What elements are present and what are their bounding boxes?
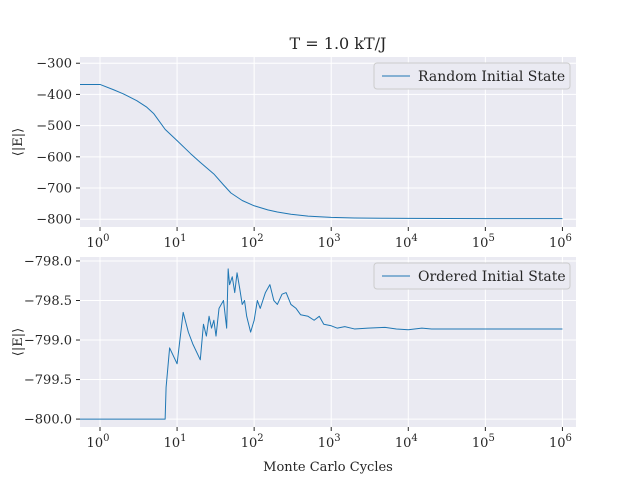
series-line (80, 268, 563, 420)
legend: Random Initial State (373, 62, 571, 90)
legend: Ordered Initial State (373, 262, 571, 290)
y-tick-label: −300 (36, 57, 72, 72)
y-tick-label: −500 (36, 119, 72, 134)
y-tick-label: −798.0 (24, 254, 72, 269)
x-tick-label: 100 (87, 233, 110, 251)
x-tick-label: 105 (472, 433, 495, 451)
x-tick-label: 102 (241, 433, 264, 451)
y-tick-label: −700 (36, 182, 72, 197)
x-tick-label: 101 (164, 433, 187, 451)
x-tick-label: 103 (318, 233, 341, 251)
y-axis-label: ⟨|E|⟩ (11, 328, 26, 356)
top-panel: 100 101 102 103 104 105 106 −300 −400 −500 −600 −70… (11, 57, 576, 251)
x-tick-label: 106 (549, 433, 572, 451)
legend-box (373, 262, 571, 290)
figure-title: T = 1.0 kT/J (290, 34, 387, 53)
legend-label: Ordered Initial State (418, 269, 566, 285)
x-tick-label: 103 (318, 433, 341, 451)
y-tick-label: −798.5 (24, 294, 72, 309)
x-tick-label: 100 (87, 433, 110, 451)
legend-label: Random Initial State (418, 69, 565, 85)
y-tick-label: −800 (36, 213, 72, 228)
x-tick-label: 106 (549, 233, 572, 251)
y-tick-label: −799.5 (24, 373, 72, 388)
x-tick-label: 104 (395, 433, 418, 451)
y-tick-label: −799.0 (24, 334, 72, 349)
legend-box (373, 62, 571, 90)
y-axis-label: ⟨|E|⟩ (11, 128, 26, 156)
x-tick-label: 105 (472, 233, 495, 251)
x-tick-label: 104 (395, 233, 418, 251)
y-tick-label: −600 (36, 150, 72, 165)
x-tick-label: 102 (241, 233, 264, 251)
y-tick-label: −800.0 (24, 413, 72, 428)
bottom-panel: 100 101 102 103 104 105 106 −798.0 −798.5 −799.0 −… (11, 254, 576, 451)
y-tick-label: −400 (36, 88, 72, 103)
series-line (80, 83, 563, 220)
x-tick-label: 101 (164, 233, 187, 251)
x-axis-label: Monte Carlo Cycles (263, 460, 393, 475)
